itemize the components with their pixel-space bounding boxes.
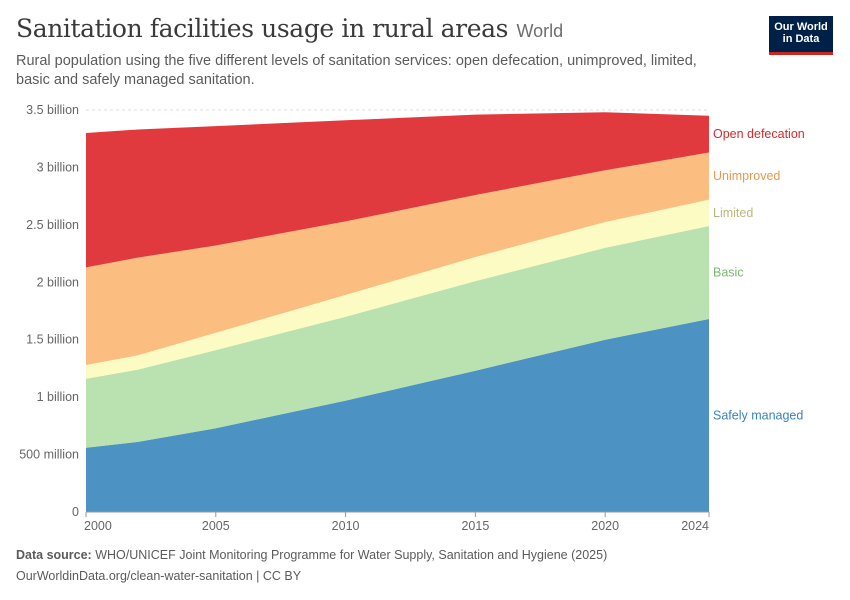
area-unimproved[interactable] — [86, 152, 709, 366]
logo-accent-bar — [769, 52, 833, 55]
data-source: Data source: WHO/UNICEF Joint Monitoring… — [16, 548, 607, 562]
y-tick-label: 3 billion — [37, 160, 79, 174]
logo-line-1: Our World — [774, 21, 828, 33]
series-label: Open defecation — [713, 127, 805, 141]
x-tick-label: 2015 — [461, 519, 489, 533]
x-tick-label: 2010 — [332, 519, 360, 533]
x-tick-label: 2020 — [591, 519, 619, 533]
x-tick-label: 2024 — [681, 519, 709, 533]
chart-title-block: Sanitation facilities usage in rural are… — [16, 14, 563, 43]
series-label: Unimproved — [713, 169, 780, 183]
y-tick-label: 0 — [72, 505, 79, 519]
area-limited[interactable] — [86, 199, 709, 379]
area-open-defecation[interactable] — [86, 112, 709, 268]
series-label: Limited — [713, 206, 753, 220]
x-tick-label: 2000 — [84, 519, 112, 533]
y-tick-label: 3.5 billion — [26, 103, 79, 117]
series-label: Basic — [713, 266, 744, 280]
y-tick-label: 500 million — [19, 448, 79, 462]
source-text[interactable]: WHO/UNICEF Joint Monitoring Programme fo… — [95, 548, 608, 562]
logo-line-2: in Data — [782, 33, 820, 45]
y-tick-label: 2.5 billion — [26, 218, 79, 232]
x-tick-label: 2005 — [202, 519, 230, 533]
footer-url[interactable]: OurWorldinData.org/clean-water-sanitatio… — [16, 569, 302, 583]
series-label: Safely managed — [713, 409, 803, 423]
y-tick-label: 1.5 billion — [26, 333, 79, 347]
source-label: Data source: — [16, 548, 92, 562]
chart-title: Sanitation facilities usage in rural are… — [16, 14, 509, 43]
owid-logo[interactable]: Our World in Data — [769, 16, 833, 55]
y-tick-label: 2 billion — [37, 275, 79, 289]
area-basic[interactable] — [86, 226, 709, 448]
chart-subtitle: Rural population using the five differen… — [16, 53, 697, 88]
area-safely-managed[interactable] — [86, 319, 709, 512]
entity-label[interactable]: World — [516, 21, 564, 41]
y-tick-label: 1 billion — [37, 390, 79, 404]
